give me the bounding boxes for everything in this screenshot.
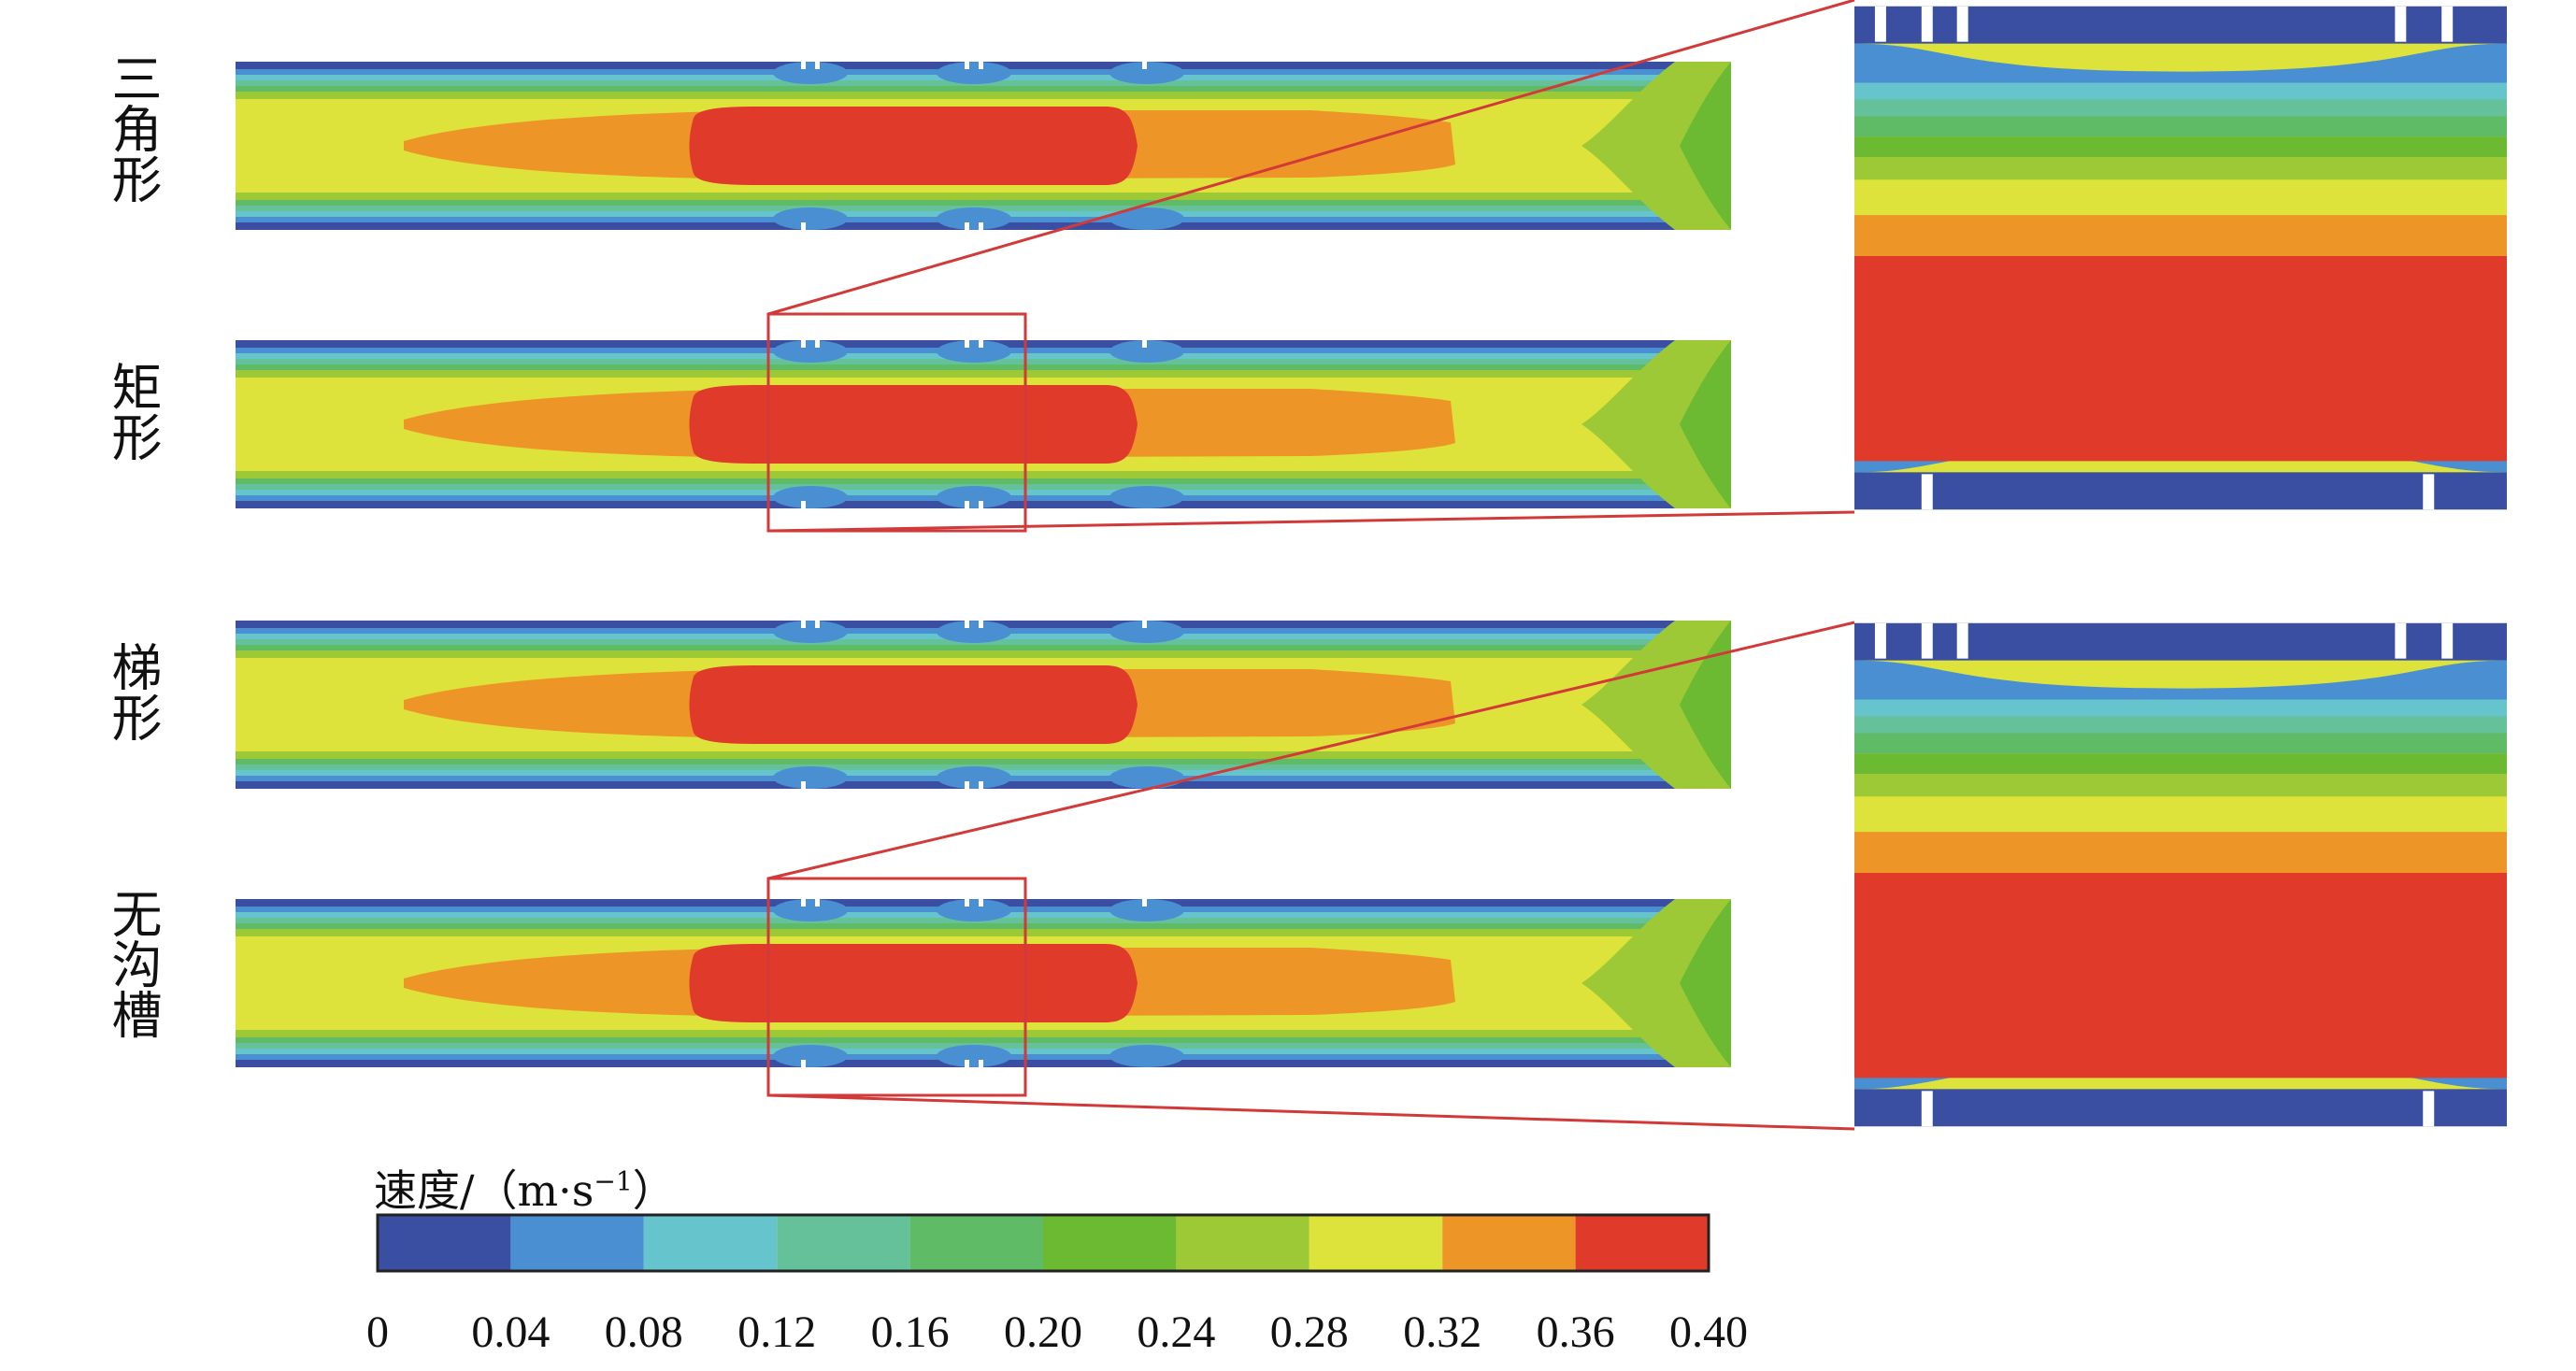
legend-tick-label: 0.32 xyxy=(1403,1307,1482,1357)
legend-swatch xyxy=(909,1215,1043,1271)
legend-tick-label: 0.24 xyxy=(1137,1307,1216,1357)
zoom-box-rectangle xyxy=(766,312,1027,533)
legend-title: 速度/（m·s−1） xyxy=(374,1157,676,1219)
legend-tick-label: 0.28 xyxy=(1269,1307,1349,1357)
legend-tick-label: 0.40 xyxy=(1669,1307,1748,1357)
legend-tick-label: 0.12 xyxy=(737,1307,817,1357)
legend-swatch xyxy=(1043,1215,1177,1271)
zoom-box-no-groove xyxy=(766,877,1027,1097)
legend-tick-label: 0.04 xyxy=(471,1307,551,1357)
zoom-line xyxy=(767,0,1855,316)
legend-title-text: 速度/（m·s xyxy=(374,1165,594,1216)
zoom-panel-no-groove xyxy=(1854,622,2507,1127)
legend-frame xyxy=(376,1213,1710,1273)
legend-swatch xyxy=(510,1215,644,1271)
label-trapezoid: 梯形 xyxy=(103,641,162,742)
legend-colorbar xyxy=(376,1213,1710,1273)
legend-swatch xyxy=(1442,1215,1576,1271)
label-no-groove: 无沟槽 xyxy=(103,888,162,1039)
zoom-line xyxy=(767,621,1855,880)
legend-tick-label: 0.16 xyxy=(870,1307,950,1357)
legend-swatch xyxy=(643,1215,778,1271)
channel-no-groove xyxy=(236,899,1731,1067)
legend-swatch xyxy=(1575,1215,1709,1271)
zoom-line xyxy=(767,510,1855,533)
legend-swatch xyxy=(777,1215,910,1271)
legend-swatch xyxy=(1176,1215,1309,1271)
legend-title-sup: −1 xyxy=(594,1165,633,1197)
legend-tick-label: 0.20 xyxy=(1004,1307,1082,1357)
legend-swatch xyxy=(378,1215,511,1271)
legend-title-close: ） xyxy=(632,1165,676,1216)
legend-tick-label: 0.36 xyxy=(1536,1307,1615,1357)
legend-tick-label: 0 xyxy=(366,1307,389,1357)
channel-rectangle xyxy=(236,340,1731,508)
zoom-panel-rectangle xyxy=(1854,6,2507,510)
legend-tick-label: 0.08 xyxy=(604,1307,683,1357)
legend-swatch xyxy=(1309,1215,1443,1271)
channel-triangle xyxy=(236,62,1731,230)
zoom-line xyxy=(767,1093,1855,1131)
label-rectangle: 矩形 xyxy=(103,361,162,462)
label-triangle: 三角形 xyxy=(103,52,162,204)
